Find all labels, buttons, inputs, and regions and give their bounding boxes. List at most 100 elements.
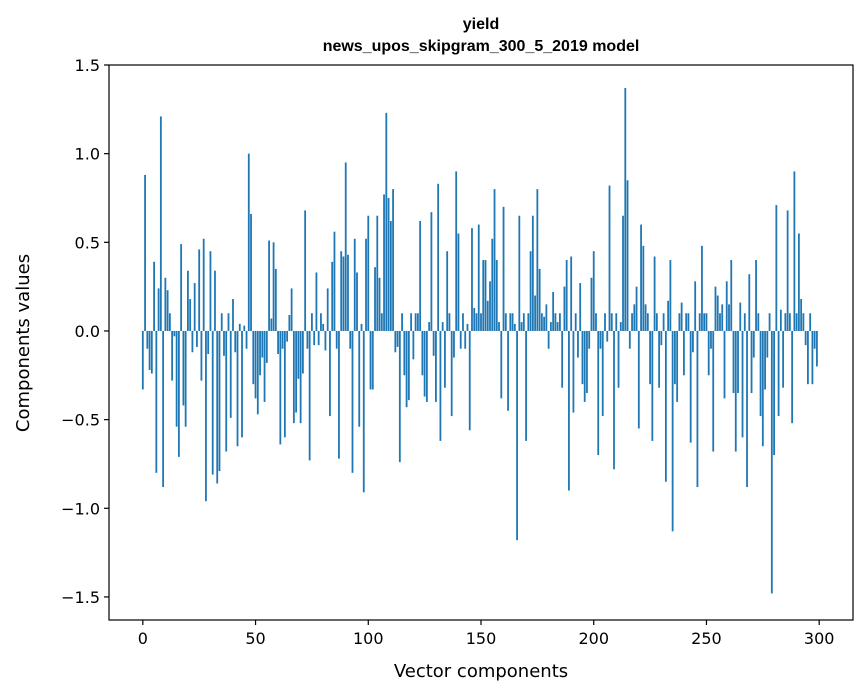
bar — [416, 313, 419, 331]
bar — [540, 313, 543, 331]
bar — [759, 330, 762, 417]
bar — [435, 330, 437, 402]
bar — [748, 274, 751, 331]
bar — [561, 330, 564, 388]
bar — [732, 330, 735, 394]
bar — [644, 304, 647, 331]
bar — [448, 313, 451, 331]
bar — [376, 215, 379, 331]
bar — [392, 189, 394, 331]
bar — [590, 277, 593, 331]
bar — [157, 288, 160, 331]
bar — [637, 330, 640, 429]
bar — [286, 330, 289, 342]
bar — [680, 302, 683, 331]
bar — [304, 210, 307, 331]
bar — [766, 330, 769, 358]
bar — [640, 224, 642, 331]
bar — [270, 318, 273, 331]
bar — [633, 304, 636, 331]
bar — [662, 313, 665, 331]
bar — [290, 288, 293, 331]
bar — [394, 330, 397, 353]
bar — [245, 330, 248, 349]
bar — [619, 322, 622, 331]
bar — [227, 313, 230, 331]
bar — [207, 330, 210, 355]
bar — [743, 313, 746, 331]
bar — [159, 116, 162, 331]
bar — [322, 323, 325, 331]
bar — [522, 313, 525, 331]
bar — [347, 254, 349, 331]
bar — [615, 313, 618, 331]
bar — [396, 330, 399, 347]
bar — [741, 330, 744, 438]
bar — [473, 307, 476, 331]
bar — [437, 183, 440, 331]
bar — [601, 330, 604, 417]
x-axis-ticks: 0 50 100 150 200 250 300 — [138, 620, 834, 648]
bar — [189, 299, 192, 331]
bar — [281, 330, 284, 349]
bar — [432, 330, 435, 356]
bar — [507, 330, 509, 411]
bar — [683, 330, 685, 376]
bar — [378, 277, 381, 331]
bar — [153, 261, 155, 331]
bar — [646, 313, 649, 331]
bar — [737, 330, 739, 394]
bar — [651, 330, 654, 441]
bar — [610, 313, 613, 331]
bar — [425, 330, 428, 402]
bar — [518, 215, 521, 331]
bar — [353, 238, 356, 331]
bar — [804, 330, 807, 346]
bar — [150, 330, 153, 374]
bar — [205, 330, 207, 502]
bar — [595, 313, 597, 331]
bar — [660, 330, 663, 346]
bar — [468, 330, 471, 431]
bar — [579, 283, 582, 331]
bar — [301, 330, 304, 374]
bar — [171, 330, 174, 381]
bar — [439, 330, 442, 441]
y-axis-ticks: 1.5 1.0 0.5 0.0 −0.5 −1.0 −1.5 — [61, 56, 109, 607]
bar — [351, 330, 354, 473]
y-tick-label: −1.0 — [61, 499, 100, 518]
bar — [761, 330, 764, 447]
bar — [498, 322, 500, 331]
bar — [421, 330, 424, 376]
y-tick-label: −1.5 — [61, 588, 100, 607]
bars-group — [141, 88, 818, 594]
bar — [265, 330, 268, 363]
bar — [586, 330, 588, 394]
bar — [667, 300, 670, 331]
bar — [588, 330, 591, 349]
bar — [405, 330, 408, 408]
bar — [649, 330, 651, 385]
bar — [430, 212, 433, 331]
bar — [687, 313, 690, 331]
bar — [225, 330, 228, 452]
bar — [509, 313, 512, 331]
bar — [534, 295, 537, 331]
bar — [712, 330, 715, 452]
bar — [592, 251, 595, 331]
bar — [180, 244, 183, 331]
bar — [491, 238, 494, 331]
x-axis-label: Vector components — [394, 661, 568, 682]
bar — [642, 245, 645, 331]
bar — [209, 251, 212, 331]
bar — [455, 171, 458, 331]
bar — [387, 197, 390, 331]
bar — [599, 330, 602, 349]
bar — [802, 313, 805, 331]
bar — [705, 313, 708, 331]
bar — [234, 330, 237, 353]
bar — [295, 330, 298, 413]
chart-subtitle: news_upos_skipgram_300_5_2019 model — [323, 38, 640, 55]
bar — [658, 330, 661, 388]
bar — [428, 322, 431, 331]
